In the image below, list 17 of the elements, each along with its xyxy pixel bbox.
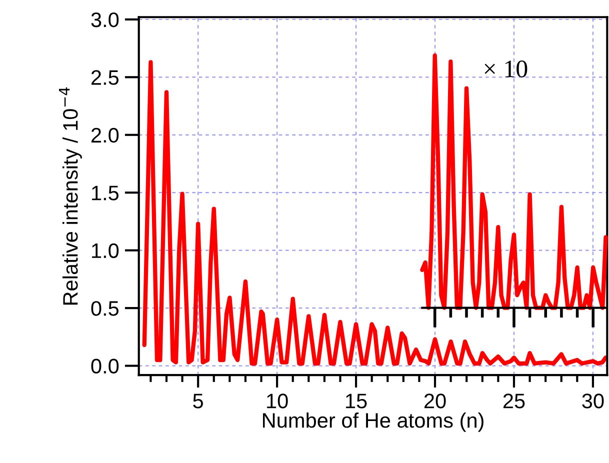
y-tick-label: 1.0 bbox=[92, 243, 119, 258]
x-tick-label: 15 bbox=[346, 394, 367, 408]
y-tick-label: 2.0 bbox=[91, 128, 119, 143]
x-tick-label: 5 bbox=[193, 394, 204, 408]
x-axis-title: Number of He atoms (n) bbox=[263, 412, 484, 432]
y-tick-label: 0.5 bbox=[91, 301, 119, 316]
annotation: × 10 bbox=[484, 60, 528, 78]
line-series bbox=[142, 60, 608, 366]
y-tick-label: 0.0 bbox=[91, 358, 119, 374]
y-axis-title: Relative intensity / 10$^{−4}$ bbox=[58, 87, 82, 305]
x-tick-label: 25 bbox=[503, 394, 525, 408]
y-tick-label: 2.5 bbox=[91, 70, 119, 85]
x-tick-label: 20 bbox=[424, 394, 446, 408]
x-tick-label: 10 bbox=[267, 394, 288, 408]
x-tick-label: 30 bbox=[582, 394, 604, 408]
y-tick-label: 3.0 bbox=[91, 12, 119, 28]
y-tick-label: 1.5 bbox=[92, 186, 119, 200]
